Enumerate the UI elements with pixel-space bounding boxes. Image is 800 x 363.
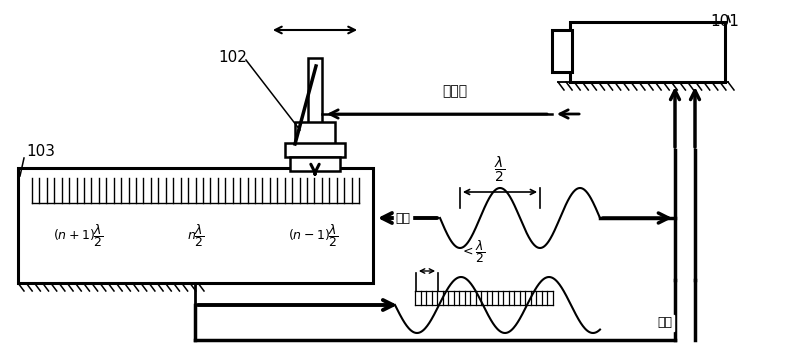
Bar (570, 22, 725, 82)
Text: $<\dfrac{\lambda}{2}$: $<\dfrac{\lambda}{2}$ (460, 238, 486, 265)
Bar (18, 168, 373, 283)
Bar (285, 143, 345, 157)
Text: 103: 103 (26, 144, 55, 159)
Text: 校准: 校准 (395, 212, 410, 224)
Bar (308, 58, 322, 126)
Text: $n\dfrac{\lambda}{2}$: $n\dfrac{\lambda}{2}$ (187, 223, 205, 249)
Text: 测量光: 测量光 (442, 84, 467, 98)
Text: 102: 102 (218, 50, 247, 65)
Bar (290, 157, 340, 171)
Text: $(n+1)\dfrac{\lambda}{2}$: $(n+1)\dfrac{\lambda}{2}$ (53, 223, 103, 249)
Text: $(n-1)\dfrac{\lambda}{2}$: $(n-1)\dfrac{\lambda}{2}$ (287, 223, 338, 249)
Text: 101: 101 (710, 14, 739, 29)
Text: 修正: 修正 (658, 317, 673, 330)
Bar (552, 30, 572, 72)
Bar (295, 122, 335, 144)
Text: $\dfrac{\lambda}{2}$: $\dfrac{\lambda}{2}$ (494, 155, 506, 184)
